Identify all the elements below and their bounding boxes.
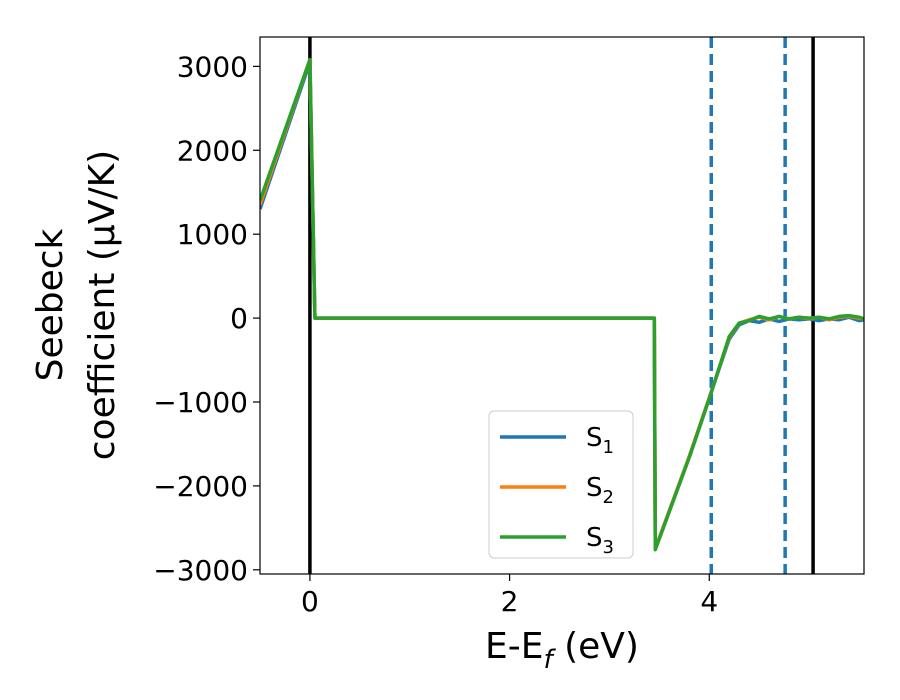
plot-frame bbox=[259, 36, 865, 575]
x-tick-label: 0 bbox=[301, 585, 319, 618]
legend-label-s2: S2 bbox=[586, 473, 614, 508]
y-tick-label: −3000 bbox=[153, 554, 248, 587]
y-axis-title-line1: Seebeck bbox=[30, 228, 71, 381]
y-tick-label: 0 bbox=[230, 302, 248, 335]
x-axis: 0 2 4 bbox=[301, 574, 718, 618]
x-axis-title-main: E-E bbox=[485, 626, 543, 667]
legend-label-s1: S1 bbox=[586, 423, 614, 458]
y-tick-label: 3000 bbox=[177, 50, 248, 83]
y-tick-label: −1000 bbox=[153, 386, 248, 419]
y-tick-label: 1000 bbox=[177, 218, 248, 251]
y-tick-label: 2000 bbox=[177, 134, 248, 167]
legend-box bbox=[488, 410, 634, 559]
x-axis-title: E-Ef (eV) bbox=[485, 626, 639, 675]
y-axis-title-line2: coefficient (μV/K) bbox=[82, 150, 123, 460]
x-tick-label: 2 bbox=[501, 585, 519, 618]
series-line-s3 bbox=[260, 57, 864, 552]
y-axis-title: Seebeck coefficient (μV/K) bbox=[30, 150, 123, 460]
x-tick-label: 4 bbox=[700, 585, 718, 618]
series-lines bbox=[260, 57, 864, 552]
x-axis-title-unit: (eV) bbox=[553, 626, 639, 667]
y-tick-label: −2000 bbox=[153, 470, 248, 503]
legend: S1 S2 S3 bbox=[488, 410, 634, 559]
y-axis: 3000 2000 1000 0 −1000 −2000 −3000 bbox=[153, 50, 260, 587]
legend-label-s3: S3 bbox=[586, 523, 614, 558]
